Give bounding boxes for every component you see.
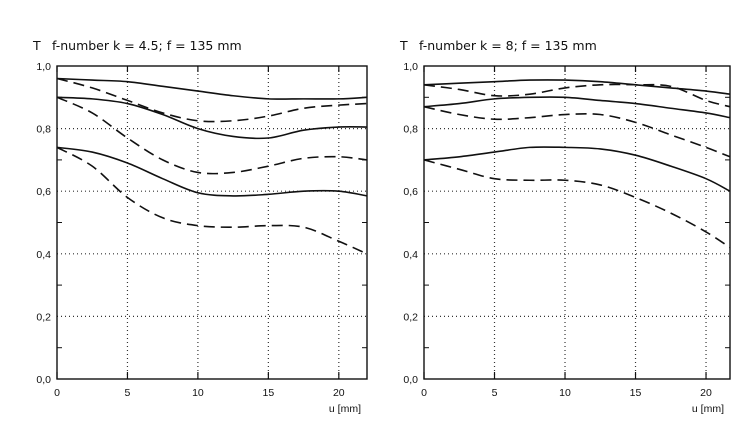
series-line-solid-1 (423, 79, 731, 95)
y-tick-label: 1,0 (36, 61, 51, 73)
series-line-solid-3 (423, 146, 731, 192)
y-tick-label: 0,8 (403, 124, 418, 136)
y-tick-label: 0,6 (403, 186, 418, 198)
series-line-dashed-2 (56, 96, 368, 175)
x-tick-label: 15 (263, 387, 275, 399)
x-tick-label: 20 (333, 387, 345, 399)
y-tick-label: 1,0 (403, 61, 418, 73)
series-line-solid-2 (56, 96, 368, 140)
plot-frame (56, 65, 368, 380)
series-line-dashed-3 (56, 146, 368, 255)
y-axis-label: T (399, 38, 408, 53)
series-line-solid-2 (423, 96, 731, 119)
x-tick-label: 15 (630, 387, 642, 399)
plot-frame (423, 65, 731, 380)
series-line-dashed-1 (56, 77, 368, 123)
chart-title: f-number k = 8; f = 135 mm (419, 38, 597, 53)
y-tick-label: 0,4 (403, 249, 418, 261)
y-tick-label: 0,4 (36, 249, 51, 261)
x-axis-label: u [mm] (329, 403, 361, 415)
x-tick-label: 20 (700, 387, 712, 399)
x-tick-label: 5 (125, 387, 131, 399)
series-line-dashed-1 (423, 83, 731, 108)
x-tick-label: 10 (192, 387, 204, 399)
x-axis-label: u [mm] (692, 403, 724, 415)
series-line-solid-1 (56, 77, 368, 100)
y-tick-label: 0,6 (36, 186, 51, 198)
series-line-dashed-3 (423, 159, 731, 249)
y-tick-label: 0,0 (403, 374, 418, 386)
y-axis-label: T (32, 38, 41, 53)
x-tick-label: 0 (54, 387, 60, 399)
x-tick-label: 5 (492, 387, 498, 399)
x-tick-label: 10 (559, 387, 571, 399)
y-tick-label: 0,2 (403, 311, 418, 323)
x-tick-label: 0 (421, 387, 427, 399)
chart-title: f-number k = 4.5; f = 135 mm (52, 38, 242, 53)
y-tick-label: 0,0 (36, 374, 51, 386)
y-tick-label: 0,2 (36, 311, 51, 323)
y-tick-label: 0,8 (36, 124, 51, 136)
series-line-solid-3 (56, 146, 368, 197)
series-line-dashed-2 (423, 105, 731, 158)
